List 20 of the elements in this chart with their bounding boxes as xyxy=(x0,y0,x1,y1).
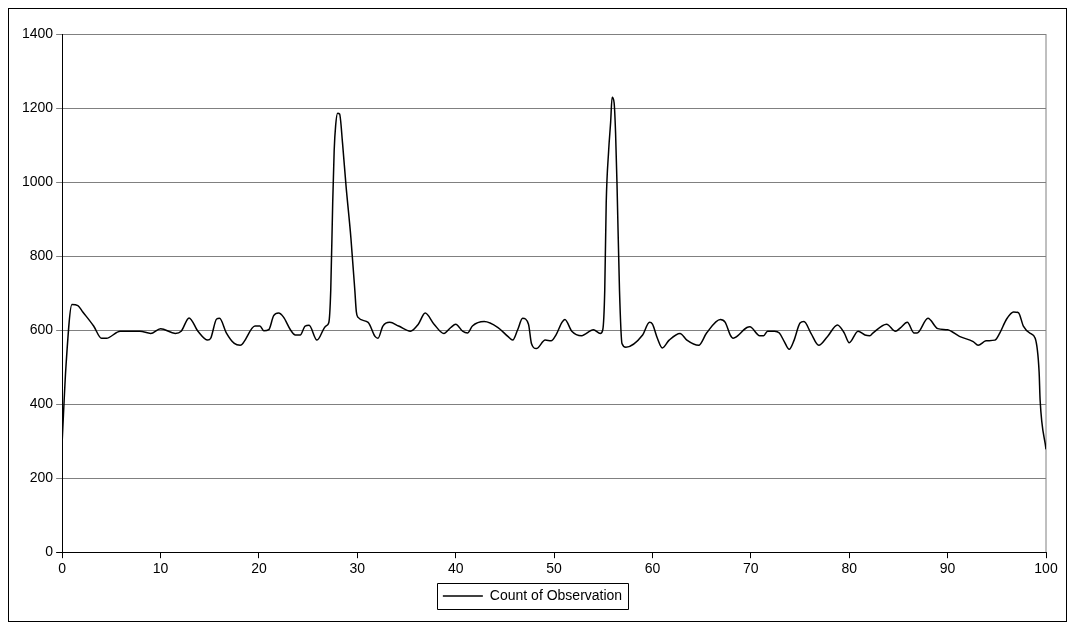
y-tick-label: 1400 xyxy=(21,24,54,41)
x-tick-label: 100 xyxy=(1034,560,1058,577)
x-tick-label: 50 xyxy=(546,560,563,577)
y-tick-label: 0 xyxy=(45,543,54,560)
y-tick-label: 1000 xyxy=(21,172,54,189)
legend-label: Count of Observation xyxy=(489,586,623,603)
x-tick-label: 90 xyxy=(939,560,956,577)
y-tick-label: 800 xyxy=(29,246,54,263)
x-tick-label: 0 xyxy=(58,560,67,577)
y-tick-label: 600 xyxy=(29,320,54,337)
x-tick-label: 70 xyxy=(743,560,759,577)
y-tick-label: 400 xyxy=(29,395,54,411)
x-tick-label: 30 xyxy=(349,560,366,577)
x-tick-label: 60 xyxy=(644,560,661,577)
x-tick-label: 20 xyxy=(251,560,267,577)
y-tick-label: 200 xyxy=(29,469,54,486)
y-tick-label: 1200 xyxy=(21,98,54,115)
x-tick-label: 40 xyxy=(447,560,464,577)
x-tick-label: 10 xyxy=(152,560,169,577)
x-tick-label: 80 xyxy=(841,560,858,577)
